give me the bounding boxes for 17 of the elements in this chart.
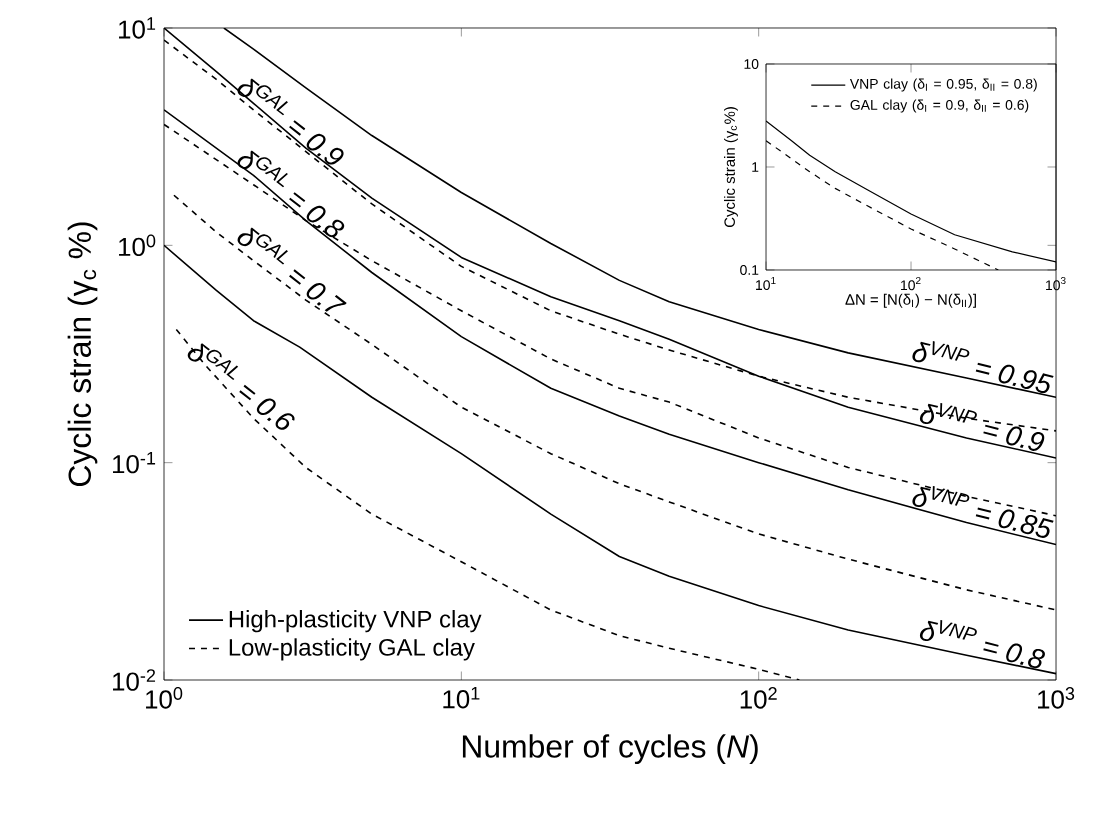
annotation: δ$^{GAL}$ = 0.6: [187, 343, 295, 430]
annotation: δ$^{VNP}$ = 0.95: [912, 341, 1054, 394]
annotation: δ$^{VNP}$ = 0.85: [912, 485, 1054, 538]
legend-label: High-plasticity VNP clay: [229, 610, 482, 633]
y-tick-label: 10$^{1}$: [119, 17, 156, 39]
legend-label: Low-plasticity GAL clay: [229, 638, 475, 661]
x-tick-label: 10$^{2}$: [740, 687, 777, 709]
y-tick-label: 10$^{-1}$: [113, 451, 156, 474]
x-tick-label: 10$^{3}$: [1038, 687, 1075, 709]
y-tick-label: 10$^{0}$: [119, 234, 156, 257]
y-axis-title: Cyclic strain (γ$_{c}$ %): [67, 222, 98, 486]
x-tick-label: 10$^{0}$: [146, 687, 183, 709]
annotation: δ$^{VNP}$ = 0.8: [919, 619, 1045, 669]
x-tick-label: 10$^{1}$: [443, 687, 480, 709]
y-tick-label: 10$^{-2}$: [113, 669, 156, 691]
annotation: δ$^{VNP}$ = 0.9: [919, 402, 1045, 451]
x-axis-title: Number of cycles (N): [462, 734, 758, 765]
